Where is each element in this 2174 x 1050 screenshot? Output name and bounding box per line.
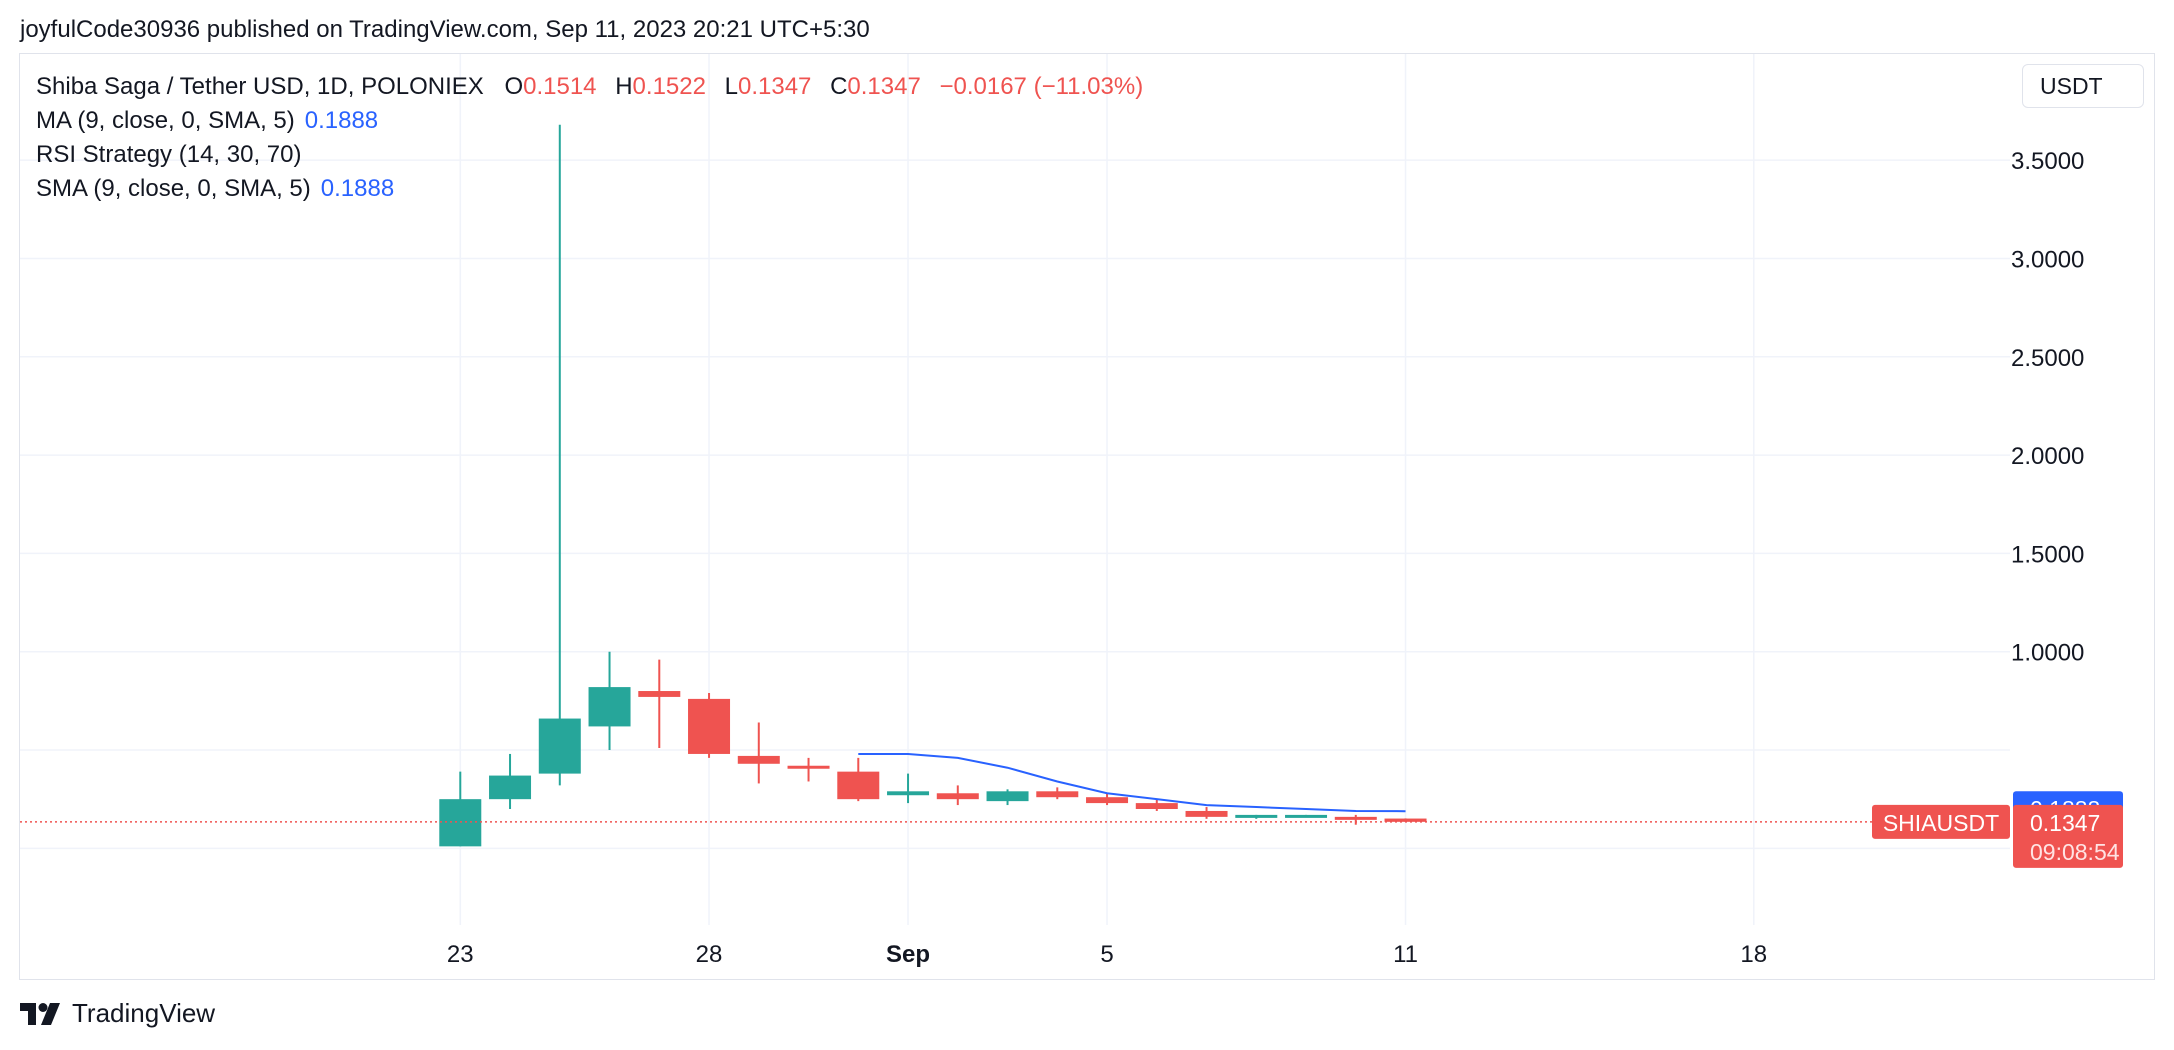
publish-info: joyfulCode30936 published on TradingView…	[20, 16, 870, 43]
symbol-tag	[1872, 804, 2010, 839]
ma-indicator-value: 0.1888	[304, 107, 379, 134]
rsi-strategy-label: RSI Strategy (14, 30, 70)	[36, 141, 302, 168]
tradingview-logo-icon	[20, 1002, 60, 1025]
ma-indicator-row[interactable]: MA (9, close, 0, SMA, 5) 0.1888	[36, 104, 1143, 138]
price-axis: 3.5000 3.0000 2.5000 2.0000 1.5000 1.0000	[2011, 148, 2084, 667]
candle-body	[737, 755, 780, 764]
chart-legend: Shiba Saga / Tether USD, 1D, POLONIEX O0…	[36, 70, 1143, 206]
close-label: C	[830, 73, 848, 100]
grid-lines	[20, 54, 2010, 925]
price-change: −0.0167 (−11.03%)	[939, 73, 1144, 100]
ma-line	[858, 752, 1406, 813]
price-tick-label: 3.0000	[2011, 246, 2084, 273]
candle-body	[588, 687, 631, 727]
candle-body	[837, 771, 880, 800]
price-tick-label: 1.5000	[2011, 541, 2084, 568]
candle-body	[638, 691, 681, 697]
time-axis: 23 28 Sep 5 11 18	[447, 941, 1767, 968]
time-tick-label: 5	[1100, 941, 1113, 968]
candle-body	[1334, 816, 1377, 820]
countdown-text: 09:08:54	[2030, 839, 2120, 865]
symbol-tag-text: SHIAUSDT	[1883, 810, 1999, 836]
candle-body	[489, 775, 532, 800]
price-tick-label: 2.0000	[2011, 443, 2084, 470]
time-tick-label: 11	[1393, 941, 1418, 968]
candle-body	[439, 799, 482, 847]
sma-indicator-row[interactable]: SMA (9, close, 0, SMA, 5) 0.1888	[36, 172, 1143, 206]
open-label: O	[504, 73, 524, 100]
price-tick-label: 2.5000	[2011, 345, 2084, 372]
last-price-tag	[2013, 804, 2123, 868]
symbol-title[interactable]: Shiba Saga / Tether USD, 1D, POLONIEX	[36, 73, 484, 100]
candle-body	[887, 791, 930, 796]
symbol-row: Shiba Saga / Tether USD, 1D, POLONIEX O0…	[36, 70, 1143, 104]
candle-body	[1384, 818, 1427, 822]
rsi-strategy-row[interactable]: RSI Strategy (14, 30, 70)	[36, 138, 1143, 172]
candle-body	[688, 698, 731, 754]
candle-body	[936, 793, 979, 800]
time-tick-label: Sep	[886, 941, 930, 968]
low-label: L	[724, 73, 738, 100]
price-tick-label: 1.0000	[2011, 640, 2084, 667]
sma-indicator-label: SMA (9, close, 0, SMA, 5)	[36, 175, 311, 202]
ma-indicator-label: MA (9, close, 0, SMA, 5)	[36, 107, 295, 134]
high-value: 0.1522	[632, 73, 706, 100]
high-label: H	[615, 73, 633, 100]
currency-button[interactable]: USDT	[2022, 64, 2144, 108]
candle-body	[986, 791, 1029, 802]
tradingview-brand: TradingView	[20, 998, 215, 1029]
candle-body	[1086, 797, 1129, 804]
open-value: 0.1514	[523, 73, 597, 100]
last-price-tag-text: 0.1347	[2030, 810, 2100, 836]
time-tick-label: 28	[696, 941, 723, 968]
time-tick-label: 18	[1740, 941, 1767, 968]
candle-body	[1135, 803, 1178, 809]
price-tick-label: 3.5000	[2011, 148, 2084, 175]
candle-body	[538, 718, 581, 774]
chart-frame	[19, 53, 2155, 980]
candle-body	[1235, 814, 1278, 818]
candles	[439, 124, 1427, 847]
candle-body	[1285, 814, 1328, 818]
candle-body	[1036, 791, 1079, 798]
candle-body	[787, 765, 830, 769]
candle-body	[1185, 810, 1228, 817]
time-tick-label: 23	[447, 941, 474, 968]
sma-indicator-value: 0.1888	[320, 175, 395, 202]
ma-series-line	[858, 752, 1406, 813]
low-value: 0.1347	[737, 73, 812, 100]
close-value: 0.1347	[847, 73, 921, 100]
brand-name: TradingView	[72, 998, 216, 1028]
